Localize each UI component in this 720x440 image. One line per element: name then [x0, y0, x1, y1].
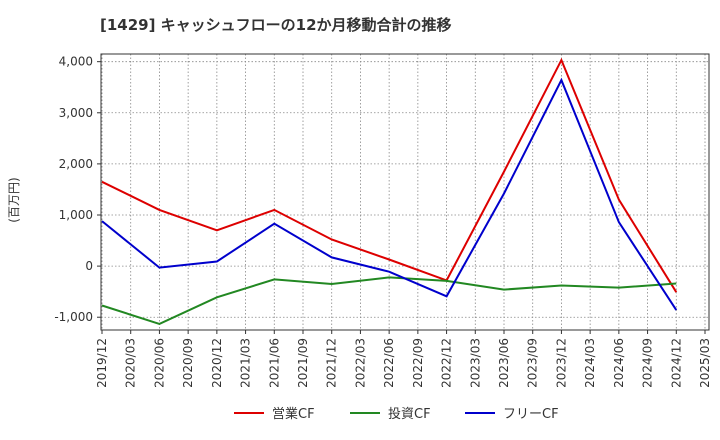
y-tick-label: -1,000: [54, 310, 93, 324]
legend-label: 営業CF: [272, 406, 315, 422]
x-tick-label: 2023/03: [468, 338, 482, 388]
legend-item: 営業CF: [234, 406, 315, 422]
x-tick-label: 2021/03: [239, 338, 253, 388]
legend-item: 投資CF: [350, 406, 431, 422]
x-tick-label: 2022/06: [382, 338, 396, 388]
x-tick-label: 2024/12: [669, 338, 683, 388]
plot-area: [101, 54, 709, 330]
y-tick-label: 0: [85, 259, 93, 273]
x-tick-label: 2023/06: [497, 338, 511, 388]
x-tick-label: 2023/12: [554, 338, 568, 388]
legend-item: フリーCF: [465, 407, 559, 422]
x-tick-label: 2020/03: [124, 338, 138, 388]
x-tick-label: 2019/12: [95, 338, 109, 388]
x-tick-label: 2022/12: [440, 338, 454, 388]
plot-frame: [100, 53, 710, 331]
x-tick-label: 2020/06: [152, 338, 166, 388]
x-tick-label: 2020/09: [181, 338, 195, 388]
series-line-営業CF: [101, 57, 678, 293]
x-tick-label: 2020/12: [210, 338, 224, 388]
x-tick-label: 2021/12: [325, 338, 339, 388]
series-line-投資CF: [101, 276, 677, 325]
y-axis-label: (百万円): [7, 177, 21, 222]
y-tick-label: 2,000: [59, 157, 93, 171]
x-tick-label: 2023/09: [526, 338, 540, 388]
grid-lines: [101, 54, 709, 330]
legend: 営業CF 投資CF フリーCF: [234, 406, 559, 422]
x-axis: 2019/12 2020/03 2020/06 2020/09 2020/12 2021/…: [95, 330, 712, 388]
legend-label: フリーCF: [503, 407, 559, 422]
x-tick-label: 2024/06: [612, 338, 626, 388]
x-tick-label: 2021/06: [267, 338, 281, 388]
y-tick-label: 3,000: [59, 106, 93, 120]
series-line-フリーCF: [101, 77, 678, 311]
x-tick-label: 2021/09: [296, 338, 310, 388]
x-tick-label: 2025/03: [698, 338, 712, 388]
x-tick-label: 2022/09: [411, 338, 425, 388]
series-group: [101, 57, 678, 325]
chart-title: [1429] キャッシュフローの12か月移動合計の推移: [100, 16, 452, 34]
legend-label: 投資CF: [388, 406, 431, 422]
x-tick-label: 2024/03: [583, 338, 597, 388]
x-tick-label: 2022/03: [353, 338, 367, 388]
x-tick-label: 2024/09: [641, 338, 655, 388]
y-axis: 4,000 3,000 2,000 1,000 0 -1,000: [54, 55, 101, 324]
y-tick-label: 1,000: [59, 208, 93, 222]
y-tick-label: 4,000: [59, 55, 93, 69]
